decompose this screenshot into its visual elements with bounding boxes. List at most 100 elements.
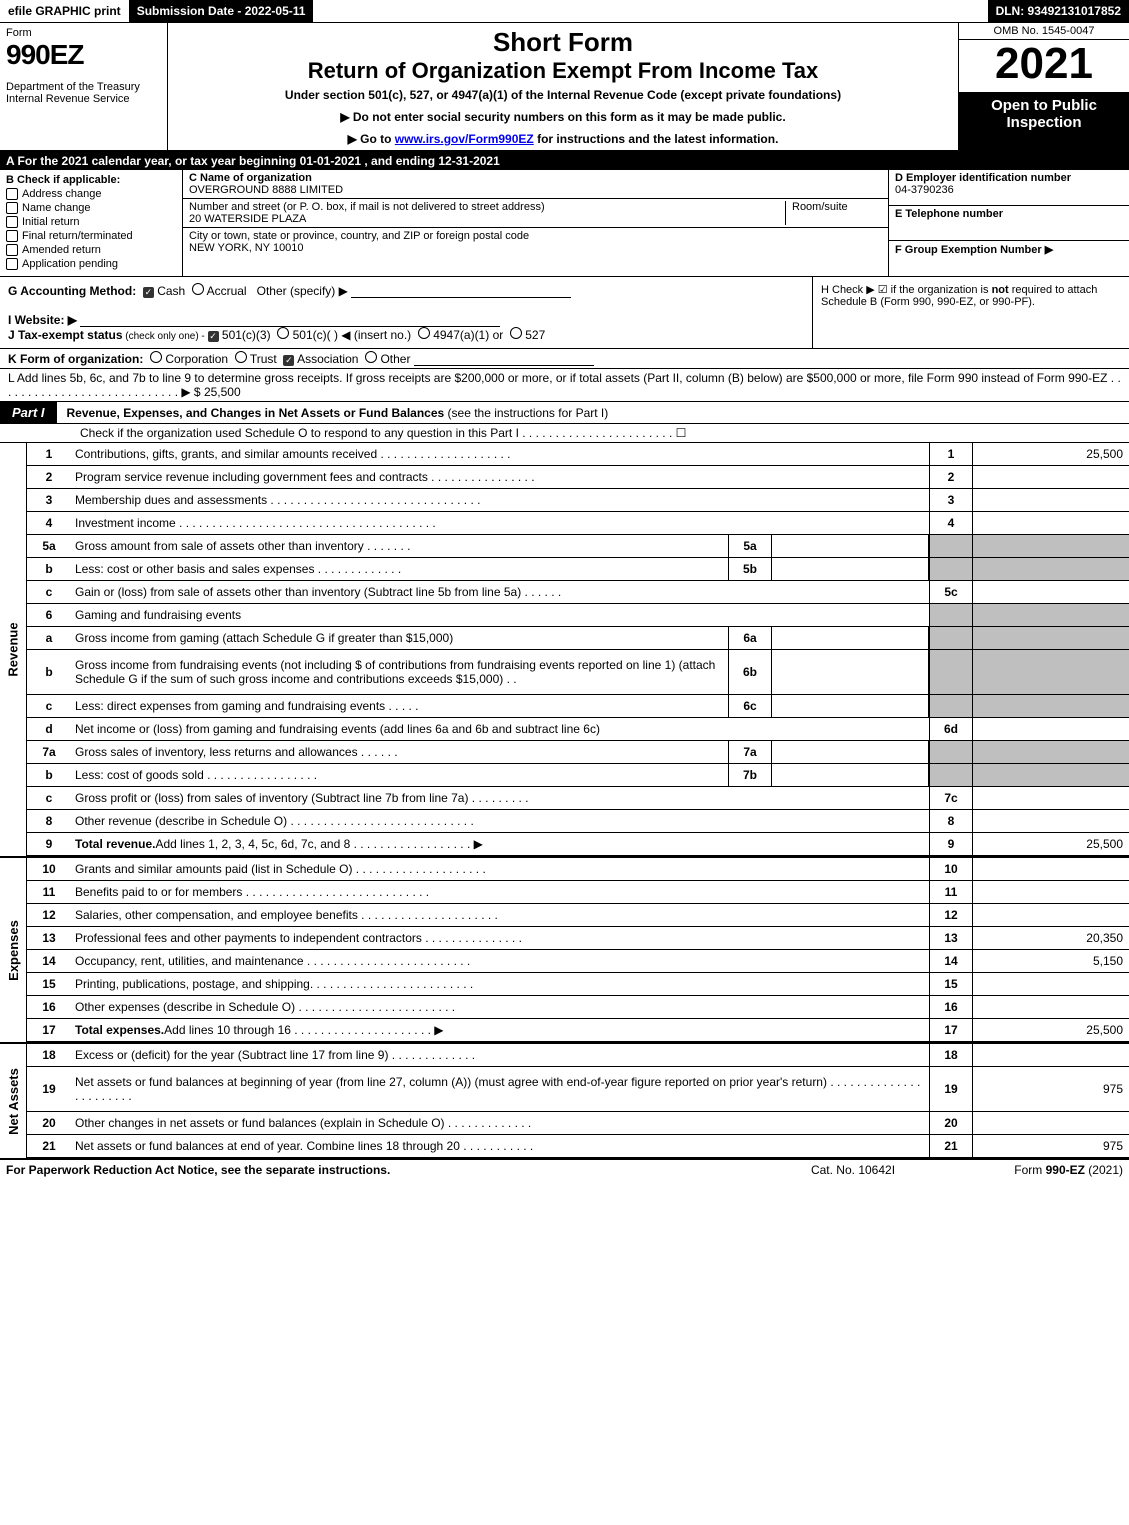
- cb-initial-return[interactable]: Initial return: [6, 216, 176, 228]
- line-description: Grants and similar amounts paid (list in…: [71, 858, 929, 880]
- radio-icon[interactable]: [277, 327, 289, 339]
- right-line-number: 14: [929, 950, 973, 972]
- line-description: Other revenue (describe in Schedule O) .…: [71, 810, 929, 832]
- line-number: 12: [27, 904, 71, 926]
- website-field[interactable]: [80, 312, 500, 327]
- right-line-value: 975: [973, 1135, 1129, 1157]
- right-line-number: 11: [929, 881, 973, 903]
- revenue-section: Revenue 1Contributions, gifts, grants, a…: [0, 443, 1129, 858]
- section-bcdef: B Check if applicable: Address change Na…: [0, 170, 1129, 277]
- part1-title-suffix: (see the instructions for Part I): [444, 406, 608, 420]
- note-ssn: ▶ Do not enter social security numbers o…: [176, 110, 950, 124]
- right-line-number: [929, 558, 973, 580]
- irs-link[interactable]: www.irs.gov/Form990EZ: [395, 132, 534, 146]
- org-street: 20 WATERSIDE PLAZA: [189, 213, 306, 225]
- expenses-side-label: Expenses: [0, 858, 27, 1042]
- cb-name-change[interactable]: Name change: [6, 202, 176, 214]
- right-line-value: [973, 466, 1129, 488]
- part1-header: Part I Revenue, Expenses, and Changes in…: [0, 402, 1129, 424]
- footer-right-pre: Form: [1014, 1163, 1045, 1177]
- line-description: Gross amount from sale of assets other t…: [71, 535, 728, 557]
- org-address-cell: Number and street (or P. O. box, if mail…: [183, 199, 888, 228]
- right-line-value: [973, 650, 1129, 694]
- g-other-field[interactable]: [351, 283, 571, 298]
- cb-final-return[interactable]: Final return/terminated: [6, 230, 176, 242]
- room-label: Room/suite: [792, 201, 848, 213]
- checkbox-icon: [6, 202, 18, 214]
- right-line-number: 18: [929, 1044, 973, 1066]
- cb-label: Final return/terminated: [22, 230, 133, 242]
- line-description: Gross sales of inventory, less returns a…: [71, 741, 728, 763]
- row-a-calendar-year: A For the 2021 calendar year, or tax yea…: [0, 152, 1129, 170]
- radio-icon[interactable]: [365, 351, 377, 363]
- ein-cell: D Employer identification number 04-3790…: [889, 170, 1129, 206]
- g-label: G Accounting Method:: [8, 284, 136, 298]
- top-bar: efile GRAPHIC print Submission Date - 20…: [0, 0, 1129, 23]
- l-amount: 25,500: [204, 385, 241, 399]
- revenue-rows: 1Contributions, gifts, grants, and simil…: [27, 443, 1129, 856]
- table-row: cLess: direct expenses from gaming and f…: [27, 695, 1129, 718]
- right-line-value: [973, 581, 1129, 603]
- table-row: 7aGross sales of inventory, less returns…: [27, 741, 1129, 764]
- line-description: Gaming and fundraising events: [71, 604, 929, 626]
- cb-application-pending[interactable]: Application pending: [6, 258, 176, 270]
- efile-label[interactable]: efile GRAPHIC print: [0, 0, 129, 22]
- l-gross-receipts: L Add lines 5b, 6c, and 7b to line 9 to …: [0, 369, 1129, 402]
- b-label: B Check if applicable:: [6, 174, 176, 186]
- checkbox-checked-icon: ✓: [283, 355, 294, 366]
- k-form-of-org: K Form of organization: Corporation Trus…: [0, 349, 1129, 369]
- submission-date-label: Submission Date - 2022-05-11: [129, 0, 314, 22]
- sub-line-number: 6c: [728, 695, 772, 717]
- radio-icon[interactable]: [235, 351, 247, 363]
- line-number: 17: [27, 1019, 71, 1041]
- table-row: 13Professional fees and other payments t…: [27, 927, 1129, 950]
- line-number: 13: [27, 927, 71, 949]
- cb-label: Name change: [22, 202, 91, 214]
- right-line-value: [973, 996, 1129, 1018]
- cb-address-change[interactable]: Address change: [6, 188, 176, 200]
- right-line-number: 8: [929, 810, 973, 832]
- column-def: D Employer identification number 04-3790…: [889, 170, 1129, 276]
- line-description: Gain or (loss) from sale of assets other…: [71, 581, 929, 603]
- right-line-value: [973, 627, 1129, 649]
- footer-right-post: (2021): [1085, 1163, 1123, 1177]
- radio-icon[interactable]: [510, 327, 522, 339]
- netassets-side-text: Net Assets: [6, 1068, 21, 1135]
- line-description: Total revenue. Add lines 1, 2, 3, 4, 5c,…: [71, 833, 929, 855]
- radio-icon[interactable]: [150, 351, 162, 363]
- h-text1: H Check ▶ ☑ if the organization is: [821, 284, 992, 296]
- table-row: 3Membership dues and assessments . . . .…: [27, 489, 1129, 512]
- table-row: cGross profit or (loss) from sales of in…: [27, 787, 1129, 810]
- right-line-number: 20: [929, 1112, 973, 1134]
- table-row: 15Printing, publications, postage, and s…: [27, 973, 1129, 996]
- right-line-number: 7c: [929, 787, 973, 809]
- org-name: OVERGROUND 8888 LIMITED: [189, 184, 343, 196]
- cb-amended-return[interactable]: Amended return: [6, 244, 176, 256]
- sub-line-number: 5b: [728, 558, 772, 580]
- table-row: bLess: cost or other basis and sales exp…: [27, 558, 1129, 581]
- radio-icon[interactable]: [192, 283, 204, 295]
- line-description: Membership dues and assessments . . . . …: [71, 489, 929, 511]
- right-line-number: 5c: [929, 581, 973, 603]
- line-description: Printing, publications, postage, and shi…: [71, 973, 929, 995]
- radio-icon[interactable]: [418, 327, 430, 339]
- telephone-cell: E Telephone number: [889, 206, 1129, 242]
- line-number: c: [27, 787, 71, 809]
- k-other: Other: [380, 352, 410, 366]
- line-description: Gross income from gaming (attach Schedul…: [71, 627, 728, 649]
- footer-left: For Paperwork Reduction Act Notice, see …: [6, 1163, 763, 1177]
- j-sub: (check only one) -: [123, 331, 208, 342]
- checkbox-icon: [6, 244, 18, 256]
- f-label: F Group Exemption Number ▶: [895, 244, 1053, 256]
- table-row: 10Grants and similar amounts paid (list …: [27, 858, 1129, 881]
- k-other-field[interactable]: [414, 351, 594, 366]
- line-description: Net income or (loss) from gaming and fun…: [71, 718, 929, 740]
- d-label: D Employer identification number: [895, 172, 1071, 184]
- right-line-value: 20,350: [973, 927, 1129, 949]
- line-number: 19: [27, 1067, 71, 1111]
- expenses-section: Expenses 10Grants and similar amounts pa…: [0, 858, 1129, 1044]
- cb-label: Initial return: [22, 216, 79, 228]
- line-description: Gross income from fundraising events (no…: [71, 650, 728, 694]
- line-description: Less: direct expenses from gaming and fu…: [71, 695, 728, 717]
- right-line-value: [973, 1044, 1129, 1066]
